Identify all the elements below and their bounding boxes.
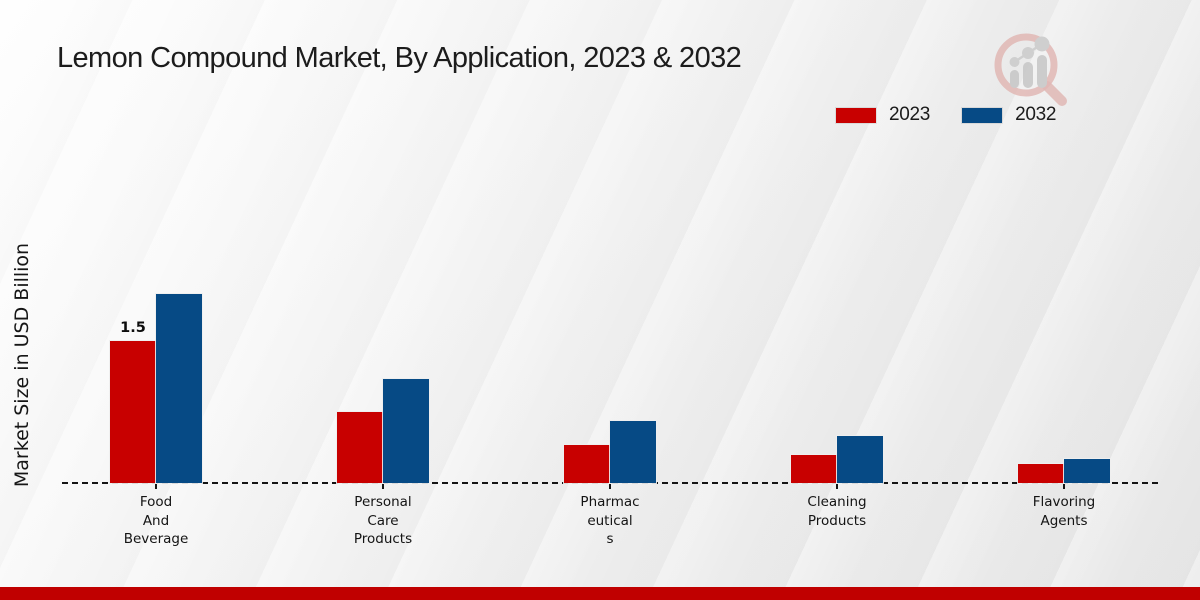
bar-2023-pharmaceuticals [564,445,610,483]
category-label-cleaning-products: Cleaning Products [807,494,867,529]
category-label-food-and-beverage: Food And Beverage [123,494,189,547]
bar-2032-cleaning-products [837,436,883,483]
legend-label-2032: 2032 [1015,104,1057,125]
bar-2032-food-and-beverage [156,294,202,483]
footer-accent-bar [0,587,1200,600]
legend-item-2032: 2032 [962,104,1056,126]
axis-tick [155,484,157,489]
axis-tick [836,484,838,489]
category-label-flavoring-agents: Flavoring Agents [1032,494,1096,529]
legend-item-2023: 2023 [836,104,930,126]
bar-2032-flavoring-agents [1064,459,1110,483]
bar-2023-cleaning-products [791,455,837,483]
legend-label-2023: 2023 [889,104,931,125]
bar-2032-personal-care-products [383,379,429,483]
y-axis-label: Market Size in USD Billion [11,242,33,488]
category-label-pharmaceuticals: Pharmac eutical s [580,494,640,547]
legend-swatch-2023 [836,107,876,123]
legend-swatch-2032 [962,107,1003,123]
axis-tick [1063,484,1065,489]
axis-tick [382,484,384,489]
magnifier-bar-chart-logo-icon [994,33,1067,106]
bar-2023-personal-care-products [337,412,383,483]
x-axis-baseline [62,482,1158,484]
bar-2023-food-and-beverage [110,341,156,483]
axis-tick [609,484,611,489]
bar-value-label: 1.5 [120,320,146,336]
legend: 2023 2032 [836,104,1056,126]
bar-2032-pharmaceuticals [610,421,656,483]
bar-2023-flavoring-agents [1018,464,1064,483]
chart-title: Lemon Compound Market, By Application, 2… [57,42,742,74]
category-label-personal-care-products: Personal Care Products [353,494,413,547]
